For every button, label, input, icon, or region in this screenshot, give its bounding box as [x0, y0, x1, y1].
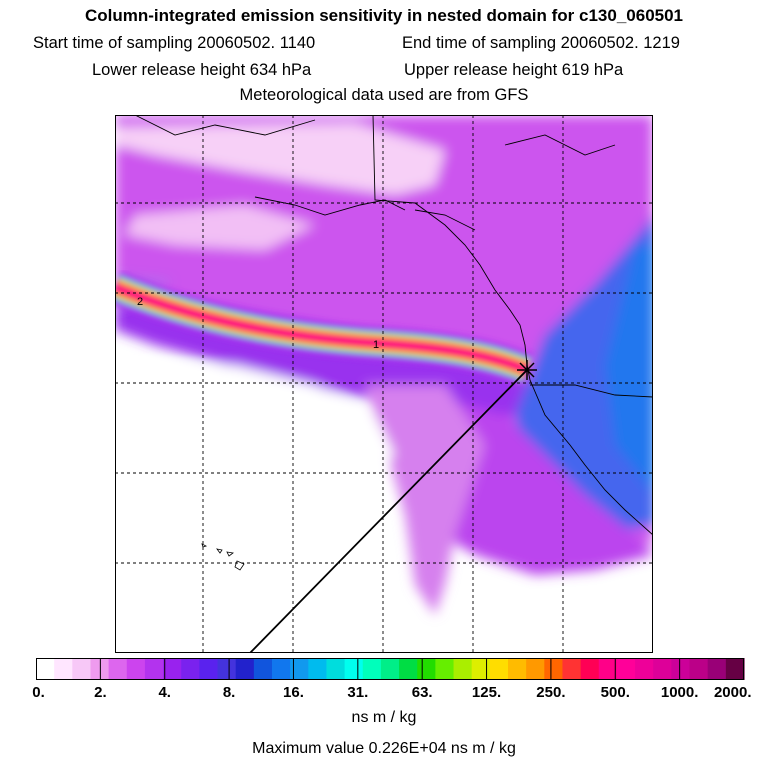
colorbar-cell: [144, 658, 164, 680]
colorbar-cell: [72, 658, 92, 680]
start-time-label: Start time of sampling 20060502. 1140: [33, 34, 316, 52]
colorbar-tick-label: 500.: [600, 684, 630, 701]
colorbar-cell: [635, 658, 654, 680]
release-point-marker: [517, 360, 537, 380]
colorbar-cell: [598, 658, 618, 680]
colorbar-cell: [725, 658, 745, 680]
colorbar-tick-label: 2.: [94, 684, 107, 701]
colorbar-cell: [272, 658, 291, 680]
colorbar-cell: [344, 658, 364, 680]
colorbar-tick-label: 1000.: [660, 684, 699, 701]
colorbar-tick-label: 125.: [471, 684, 502, 701]
colorbar-cell: [435, 658, 455, 680]
colorbar-cell: [417, 658, 436, 680]
colorbar-cell: [108, 658, 128, 680]
colorbar-cell: [253, 658, 273, 680]
colorbar-cell: [526, 658, 545, 680]
colorbar-cell: [562, 658, 582, 680]
maximum-value-label: Maximum value 0.226E+04 ns m / kg: [252, 740, 516, 757]
colorbar-cell: [653, 658, 672, 680]
colorbar-cell: [689, 658, 709, 680]
colorbar-cell: [508, 658, 527, 680]
met-data-label: Meteorological data used are from GFS: [239, 86, 529, 104]
colorbar-tick-label: 16.: [283, 684, 304, 701]
colorbar-cell: [671, 658, 691, 680]
colorbar-tick-label: 0.: [32, 684, 45, 701]
upper-release-label: Upper release height 619 hPa: [404, 61, 624, 79]
colorbar-unit-label: ns m / kg: [351, 709, 417, 726]
colorbar-cell: [308, 658, 328, 680]
colorbar-tick-label: 4.: [158, 684, 171, 701]
colorbar-cell: [326, 658, 346, 680]
colorbar-tick-label: 250.: [536, 684, 566, 701]
colorbar-cell: [453, 658, 473, 680]
end-time-label: End time of sampling 20060502. 1219: [402, 34, 680, 52]
colorbar-cell: [163, 658, 182, 680]
colorbar-cell: [90, 658, 110, 680]
colorbar-cell: [54, 658, 73, 680]
colorbar-cell: [217, 658, 237, 680]
plume-label-1: 1: [373, 339, 379, 351]
colorbar-tick-label: 8.: [222, 684, 236, 701]
colorbar-cell: [580, 658, 600, 680]
plume: [115, 271, 534, 386]
colorbar-cell: [199, 658, 219, 680]
colorbar-cell: [489, 658, 509, 680]
colorbar-cell: [362, 658, 382, 680]
colorbar-cell: [235, 658, 255, 680]
colorbar-cell: [399, 658, 418, 680]
colorbar-cell: [616, 658, 636, 680]
coastlines: [134, 115, 653, 536]
colorbar-cell: [290, 658, 309, 680]
sensitivity-map: 2 1: [115, 115, 653, 653]
colorbar-cell: [126, 658, 146, 680]
figure-title: Column-integrated emission sensitivity i…: [84, 6, 684, 25]
colorbar-cell: [544, 658, 564, 680]
colorbar-cell: [471, 658, 491, 680]
plume-label-2: 2: [137, 296, 143, 308]
colorbar-tick-label: 63.: [411, 684, 433, 701]
colorbar-cell: [707, 658, 727, 680]
colorbar-tick-label: 2000.: [713, 684, 752, 701]
flight-track-line: [249, 369, 528, 653]
colorbar-cell: [36, 658, 55, 680]
colorbar-tick-label: 31.: [347, 684, 369, 701]
lower-release-label: Lower release height 634 hPa: [92, 61, 312, 79]
colorbar-cell: [181, 658, 200, 680]
colorbar: [36, 658, 745, 680]
colorbar-cell: [380, 658, 400, 680]
